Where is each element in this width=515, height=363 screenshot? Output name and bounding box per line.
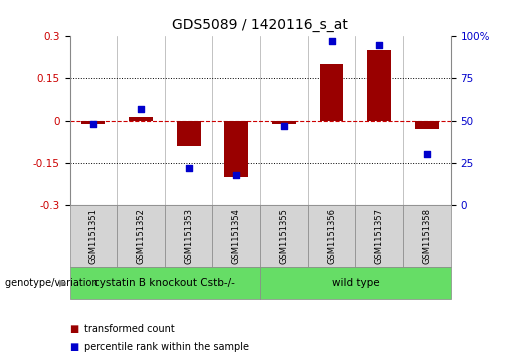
Text: GSM1151352: GSM1151352 (136, 208, 145, 264)
Bar (403, 205, 451, 267)
Point (280, 123, 288, 129)
Bar (70, 205, 117, 267)
Bar (177, 121, 200, 146)
Title: GDS5089 / 1420116_s_at: GDS5089 / 1420116_s_at (172, 19, 348, 33)
Bar (225, 121, 248, 177)
Text: ■: ■ (70, 342, 79, 352)
Point (375, 42, 383, 48)
Bar (212, 205, 260, 267)
Bar (81, 121, 105, 123)
Point (89, 121, 97, 127)
Point (137, 106, 145, 112)
Text: GSM1151351: GSM1151351 (89, 208, 98, 264)
Bar (165, 205, 212, 267)
Bar (367, 50, 391, 121)
Bar (260, 267, 451, 299)
Point (232, 172, 241, 178)
Bar (260, 205, 308, 267)
Bar (355, 205, 403, 267)
Text: genotype/variation: genotype/variation (5, 278, 101, 288)
Bar (272, 121, 296, 123)
Text: wild type: wild type (332, 278, 379, 288)
Point (423, 152, 431, 158)
Bar (70, 267, 260, 299)
Text: transformed count: transformed count (84, 323, 175, 334)
Text: GSM1151356: GSM1151356 (327, 208, 336, 264)
Text: ■: ■ (70, 323, 79, 334)
Point (328, 38, 336, 44)
Bar (129, 117, 153, 121)
Bar (415, 121, 439, 129)
Text: GSM1151357: GSM1151357 (375, 208, 384, 264)
Text: GSM1151358: GSM1151358 (422, 208, 431, 264)
Text: GSM1151354: GSM1151354 (232, 208, 241, 264)
Text: cystatin B knockout Cstb-/-: cystatin B knockout Cstb-/- (94, 278, 235, 288)
Point (184, 165, 193, 171)
Bar (307, 205, 355, 267)
Text: GSM1151355: GSM1151355 (280, 208, 288, 264)
Bar (320, 65, 344, 121)
Bar (117, 205, 165, 267)
Text: GSM1151353: GSM1151353 (184, 208, 193, 264)
Text: percentile rank within the sample: percentile rank within the sample (84, 342, 249, 352)
Text: ▶: ▶ (59, 278, 67, 288)
